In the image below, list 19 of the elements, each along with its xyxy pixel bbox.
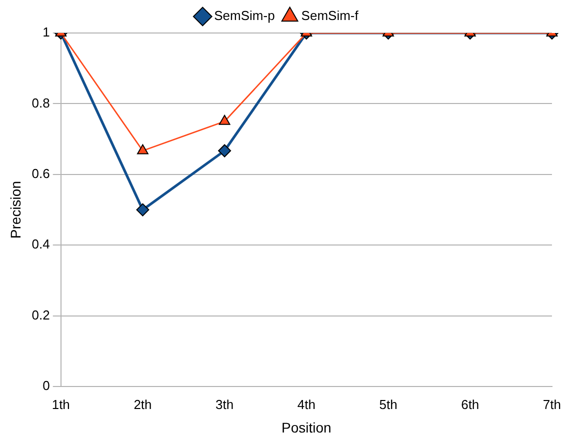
- x-axis-title: Position: [282, 419, 332, 436]
- point: [218, 144, 232, 158]
- y-tick-label: 0.8: [32, 95, 50, 110]
- legend-label: SemSim-p: [214, 8, 275, 24]
- y-tick-label: 0.6: [32, 166, 50, 182]
- x-tick-label: 1th: [52, 396, 70, 412]
- y-tick-label: 1: [42, 24, 50, 40]
- x-tick-label: 4th: [297, 396, 316, 412]
- y-axis-title: Precision: [7, 181, 24, 239]
- y-tick-label: 0: [42, 378, 50, 394]
- x-tick-label: 2th: [134, 396, 152, 412]
- x-tick-label: 3th: [216, 396, 234, 412]
- y-tick-label: 0.4: [32, 236, 50, 252]
- y-tick-label: 0.2: [32, 307, 50, 322]
- legend-label: SemSim-f: [301, 8, 359, 24]
- x-tick-label: 7th: [542, 396, 562, 412]
- x-tick-label: 5th: [379, 396, 398, 412]
- x-tick-label: 6th: [461, 396, 480, 412]
- point: [136, 203, 150, 216]
